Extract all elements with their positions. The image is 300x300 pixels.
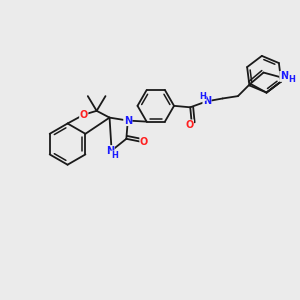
Text: N: N [203,96,211,106]
Text: H: H [111,151,118,160]
Text: N: N [280,71,288,81]
Text: H: H [288,75,295,84]
Text: H: H [200,92,206,100]
Text: O: O [185,120,194,130]
Text: O: O [140,137,148,147]
Text: O: O [80,110,88,120]
Text: N: N [106,146,114,156]
Text: N: N [124,116,132,126]
